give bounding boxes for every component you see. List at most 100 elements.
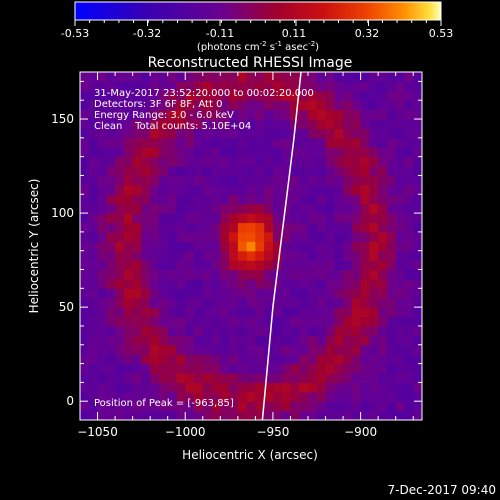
heatmap-cell — [194, 278, 204, 289]
heatmap-cell — [290, 269, 300, 280]
heatmap-cell — [97, 100, 107, 111]
heatmap-cell — [80, 137, 90, 148]
heatmap-cell — [194, 194, 204, 205]
heatmap-cell — [308, 81, 318, 92]
heatmap-cell — [80, 156, 90, 167]
heatmap-cell — [106, 109, 116, 120]
heatmap-cell — [211, 222, 221, 233]
heatmap-cell — [97, 335, 107, 346]
heatmap-cell — [229, 100, 239, 111]
heatmap-cell — [237, 184, 248, 195]
heatmap-cell — [211, 354, 221, 365]
heatmap-cell — [404, 316, 414, 327]
heatmap-cell — [272, 81, 283, 92]
heatmap-cell — [360, 90, 370, 101]
heatmap-cell — [211, 213, 221, 224]
heatmap-cell — [185, 81, 195, 92]
heatmap-cell — [167, 166, 178, 177]
heatmap-cell — [211, 128, 221, 139]
heatmap-cell — [176, 382, 186, 393]
heatmap-cell — [123, 363, 134, 374]
heatmap-cell — [88, 241, 99, 252]
heatmap-cell — [106, 90, 116, 101]
heatmap-cell — [211, 156, 221, 167]
heatmap-cell — [158, 109, 169, 120]
heatmap-cell — [80, 288, 90, 299]
heatmap-cell — [299, 231, 309, 242]
heatmap-cell — [369, 231, 379, 242]
heatmap-cell — [202, 90, 213, 101]
heatmap-cell — [272, 222, 283, 233]
heatmap-cell — [386, 222, 397, 233]
heatmap-cell — [115, 203, 125, 214]
heatmap-cell — [220, 222, 230, 233]
heatmap-cell — [158, 372, 169, 383]
heatmap-cell — [308, 410, 318, 420]
heatmap-cell — [229, 391, 239, 402]
heatmap-cell — [141, 325, 151, 336]
heatmap-cell — [211, 147, 221, 158]
heatmap-cell — [378, 344, 388, 355]
heatmap-cell — [176, 410, 186, 420]
heatmap-cell — [281, 90, 292, 101]
heatmap-cell — [351, 260, 362, 271]
heatmap-cell — [351, 203, 362, 214]
heatmap-cell — [88, 391, 99, 402]
heatmap-cell — [220, 316, 230, 327]
heatmap-cell — [351, 410, 362, 420]
heatmap-cell — [378, 119, 388, 130]
heatmap-cell — [167, 147, 178, 158]
heatmap-cell — [158, 231, 169, 242]
heatmap-cell — [281, 241, 292, 252]
heatmap-cell — [211, 72, 221, 83]
heatmap-cell — [141, 81, 151, 92]
heatmap-cell — [351, 175, 362, 186]
heatmap-cell — [158, 260, 169, 271]
heatmap-cell — [237, 213, 248, 224]
heatmap-cell — [272, 325, 283, 336]
heatmap-cell — [351, 372, 362, 383]
heatmap-cell — [185, 231, 195, 242]
heatmap-cell — [194, 72, 204, 83]
heatmap-cell — [115, 175, 125, 186]
heatmap-cell — [413, 297, 422, 308]
heatmap-cell — [237, 410, 248, 420]
heatmap-cell — [360, 203, 370, 214]
heatmap-cell — [404, 203, 414, 214]
heatmap-cell — [106, 231, 116, 242]
heatmap-cell — [281, 307, 292, 318]
heatmap-cell — [369, 382, 379, 393]
heatmap-cell — [378, 391, 388, 402]
heatmap-cell — [395, 363, 406, 374]
heatmap-cell — [369, 147, 379, 158]
heatmap-cell — [141, 391, 151, 402]
heatmap-cell — [404, 213, 414, 224]
heatmap-cell — [141, 307, 151, 318]
heatmap-cell — [167, 203, 178, 214]
heatmap-cell — [80, 410, 90, 420]
heatmap-cell — [395, 81, 406, 92]
heatmap-cell — [97, 137, 107, 148]
heatmap-cell — [158, 288, 169, 299]
heatmap-cell — [308, 344, 318, 355]
heatmap-cell — [88, 288, 99, 299]
heatmap-cell — [123, 335, 134, 346]
heatmap-cell — [132, 137, 142, 148]
heatmap-cell — [290, 260, 300, 271]
heatmap-cell — [316, 184, 327, 195]
heatmap-cell — [194, 391, 204, 402]
heatmap-cell — [80, 203, 90, 214]
heatmap-cell — [308, 335, 318, 346]
heatmap-cell — [272, 316, 283, 327]
unit-after: asec — [282, 42, 308, 53]
heatmap-cell — [343, 81, 353, 92]
heatmap-cell — [290, 137, 300, 148]
heatmap-cell — [150, 260, 160, 271]
heatmap-cell — [255, 278, 265, 289]
heatmap-cell — [316, 156, 327, 167]
heatmap-cell — [202, 297, 213, 308]
heatmap-cell — [299, 147, 309, 158]
heatmap-cell — [167, 194, 178, 205]
heatmap-cell — [343, 278, 353, 289]
heatmap-cell — [299, 213, 309, 224]
